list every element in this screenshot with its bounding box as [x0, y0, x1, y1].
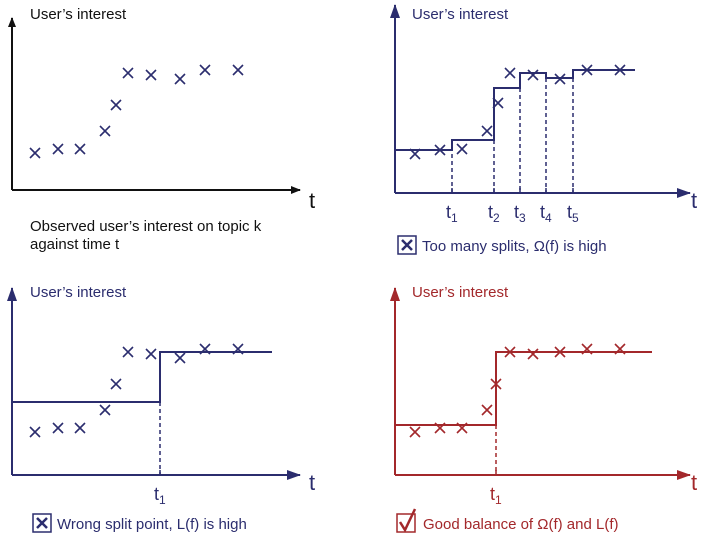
data-point-cross — [145, 348, 157, 360]
data-point-cross — [490, 378, 502, 390]
x-axis-label: t — [309, 188, 315, 213]
data-point-cross — [232, 64, 244, 76]
x-axis-label: t — [691, 188, 697, 213]
panel-good-balance: User’s interest t t1 Good balance of Ω(f… — [390, 284, 697, 533]
data-point-cross — [122, 67, 134, 79]
tick-label: t1 — [446, 202, 458, 225]
data-point-cross — [99, 404, 111, 416]
data-point-cross — [29, 426, 41, 438]
panel-too-many-splits: User’s interest t t1 t2 t3 t4 t5 Too many sp… — [390, 4, 697, 255]
data-point-cross — [456, 422, 468, 434]
tick-label: t3 — [514, 202, 526, 225]
data-point-cross — [434, 422, 446, 434]
caption: Too many splits, Ω(f) is high — [422, 238, 607, 255]
panel-wrong-split: User’s interest t t1 Wrong split point, … — [6, 284, 315, 533]
data-point-cross — [554, 73, 566, 85]
x-axis-label: t — [691, 470, 697, 495]
data-point-cross — [110, 378, 122, 390]
data-point-cross — [99, 125, 111, 137]
data-point-cross — [434, 144, 446, 156]
data-point-cross — [581, 64, 593, 76]
data-point-cross — [174, 73, 186, 85]
data-point-cross — [492, 97, 504, 109]
panel-observed: User’s interest t Observed user’s intere… — [7, 6, 315, 253]
tick-label: t4 — [540, 202, 552, 225]
data-point-cross — [614, 343, 626, 355]
data-point-cross — [527, 69, 539, 81]
y-axis-label: User’s interest — [30, 284, 127, 301]
data-point-cross — [504, 346, 516, 358]
data-point-cross — [122, 346, 134, 358]
data-point-cross — [527, 348, 539, 360]
data-point-cross — [174, 352, 186, 364]
tick-label: t5 — [567, 202, 579, 225]
step-function — [395, 69, 635, 151]
step-function — [395, 351, 652, 426]
check-box-icon — [396, 508, 417, 533]
data-point-cross — [581, 343, 593, 355]
y-axis-label: User’s interest — [412, 284, 509, 301]
data-point-cross — [199, 64, 211, 76]
tick-label: t1 — [154, 484, 166, 507]
x-axis-label: t — [309, 470, 315, 495]
data-point-cross — [74, 143, 86, 155]
step-function — [12, 351, 272, 403]
y-axis-label: User’s interest — [412, 6, 509, 23]
caption-line: against time t — [30, 236, 120, 253]
caption: Good balance of Ω(f) and L(f) — [423, 516, 618, 533]
data-point-cross — [199, 343, 211, 355]
caption: Wrong split point, L(f) is high — [57, 516, 247, 533]
data-point-cross — [409, 148, 421, 160]
y-axis-label: User’s interest — [30, 6, 127, 23]
tick-label: t2 — [488, 202, 500, 225]
data-point-cross — [504, 67, 516, 79]
data-point-cross — [409, 426, 421, 438]
data-point-cross — [74, 422, 86, 434]
data-point-cross — [232, 343, 244, 355]
data-point-cross — [29, 147, 41, 159]
caption-line: Observed user’s interest on topic k — [30, 218, 262, 235]
data-point-cross — [456, 143, 468, 155]
data-point-cross — [481, 125, 493, 137]
cross-box-icon — [32, 513, 52, 533]
tick-label: t1 — [490, 484, 502, 507]
data-point-cross — [614, 64, 626, 76]
cross-box-icon — [397, 235, 417, 255]
data-point-cross — [145, 69, 157, 81]
data-point-cross — [110, 99, 122, 111]
data-point-cross — [52, 422, 64, 434]
data-point-cross — [481, 404, 493, 416]
data-point-cross — [554, 346, 566, 358]
data-point-cross — [52, 143, 64, 155]
split-lines — [451, 78, 574, 193]
